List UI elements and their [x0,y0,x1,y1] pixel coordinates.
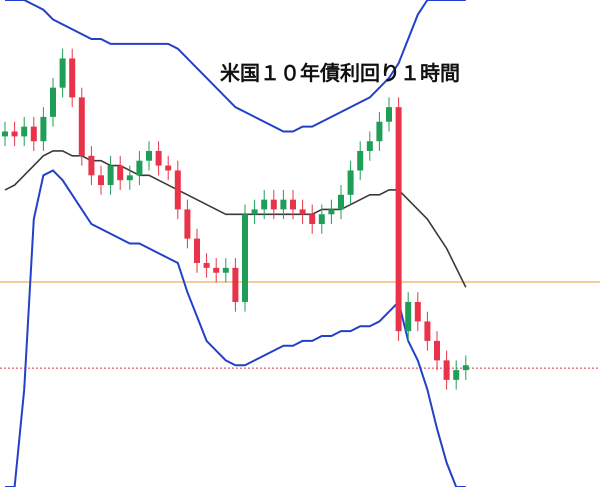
candle-body [40,116,47,142]
candle-body [30,126,37,142]
candle-body [462,365,469,371]
candle-body [376,121,383,142]
candle-body [11,131,18,137]
candle-body [357,150,364,171]
candle-body [2,131,8,137]
candle-body [424,321,431,341]
candle-body [280,199,287,210]
candle-body [107,165,114,186]
candle-body [261,199,268,210]
candle-body [366,141,373,151]
candle-body [136,160,143,176]
candle-body [126,175,133,181]
candle-body [270,199,277,210]
candle-body [222,267,229,273]
candle-body [242,214,248,302]
candle-body [98,175,104,186]
candle-body [194,238,200,263]
candle-body [165,165,172,171]
candle-body [309,214,316,225]
candle-body [69,58,76,98]
candle-body [50,87,56,117]
candle-body [117,165,124,181]
candle-body [155,150,162,166]
candle-body [338,194,344,210]
candle-body [78,97,85,156]
band-line [5,0,466,133]
candle-body [347,170,354,195]
candle-body [386,107,392,122]
candle-body [414,301,421,322]
candle-body [290,199,296,210]
candle-body [213,267,220,273]
candle-body [203,262,210,268]
candle-body [299,209,306,215]
candle-body [434,340,440,361]
candle-body [88,155,95,176]
candle-body [453,370,460,380]
chart-title: 米国１０年債利回り１時間 [220,61,460,85]
band-line [5,169,466,487]
candle-body [405,301,412,332]
candle-body [174,170,181,210]
candle-body [21,126,28,137]
candle-body [395,107,402,332]
candle-body [59,58,66,88]
candle-body [184,209,191,239]
candle-body [443,360,450,380]
candle-body [328,209,335,215]
candle-body [318,214,325,225]
candle-body [232,267,239,302]
candle-body [251,209,258,215]
candle-body [146,150,152,161]
